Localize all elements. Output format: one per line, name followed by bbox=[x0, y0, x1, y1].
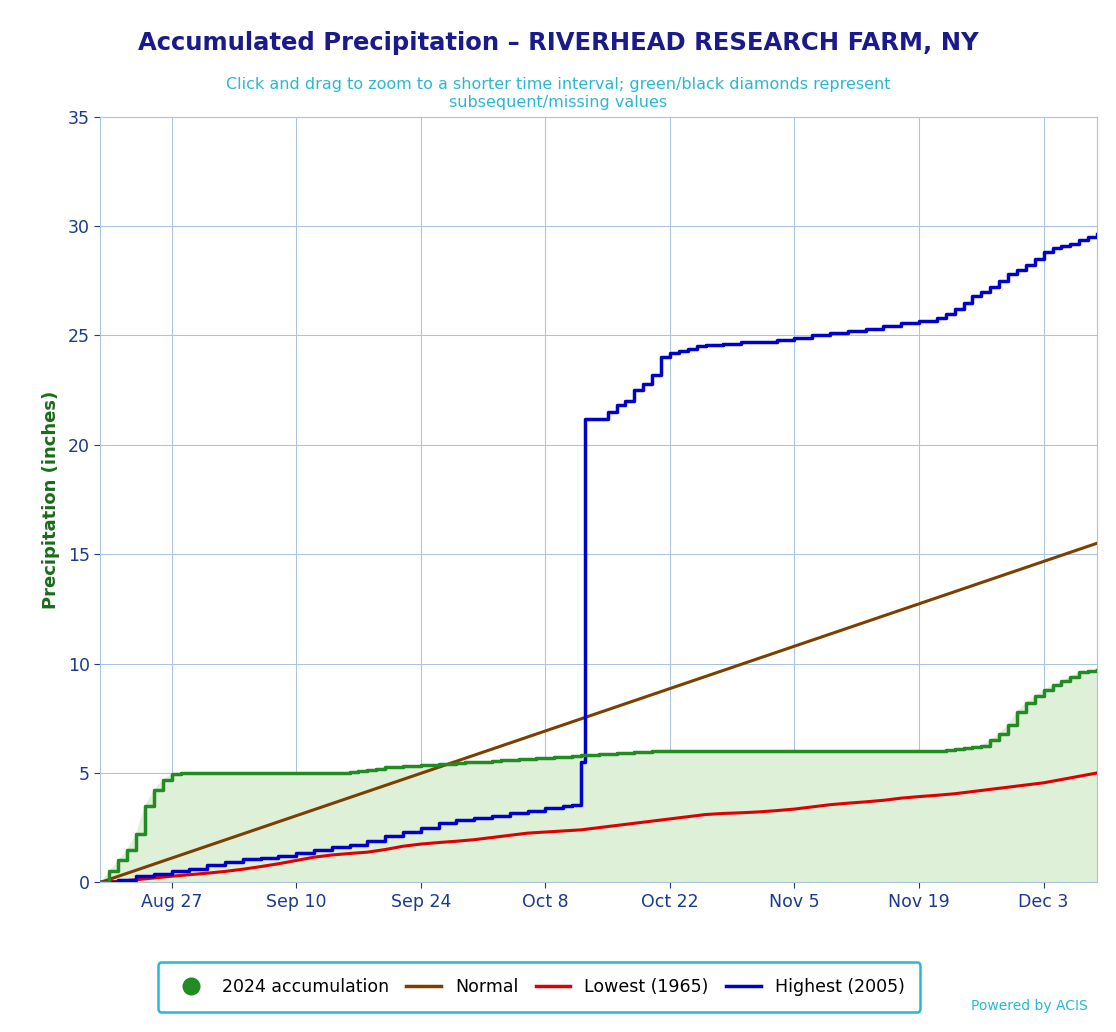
Text: Click and drag to zoom to a shorter time interval; green/black diamonds represen: Click and drag to zoom to a shorter time… bbox=[225, 77, 891, 109]
Y-axis label: Precipitation (inches): Precipitation (inches) bbox=[41, 390, 59, 609]
Legend: 2024 accumulation, Normal, Lowest (1965), Highest (2005): 2024 accumulation, Normal, Lowest (1965)… bbox=[157, 962, 921, 1011]
Text: Accumulated Precipitation – RIVERHEAD RESEARCH FARM, NY: Accumulated Precipitation – RIVERHEAD RE… bbox=[137, 31, 979, 55]
Text: Powered by ACIS: Powered by ACIS bbox=[971, 999, 1088, 1013]
